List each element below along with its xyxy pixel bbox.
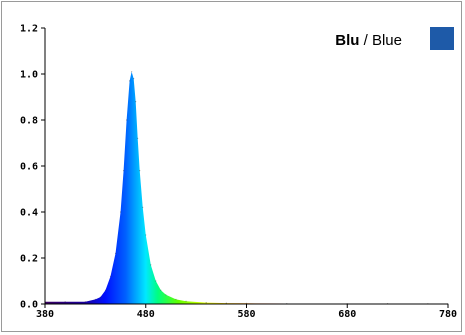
- data-point: [122, 170, 125, 172]
- data-point: [137, 137, 139, 139]
- data-point: [64, 301, 66, 303]
- y-tick-label: 1.0: [20, 70, 38, 81]
- y-tick-label: 0.8: [20, 116, 38, 127]
- x-tick-label: 580: [237, 309, 255, 320]
- legend: Blu / Blue: [335, 27, 454, 50]
- data-point: [155, 280, 157, 282]
- series-area: [45, 71, 448, 304]
- data-point: [133, 78, 135, 80]
- legend-swatch: [430, 27, 454, 50]
- data-point: [119, 211, 122, 213]
- data-point: [175, 298, 177, 300]
- data-point: [129, 80, 131, 82]
- x-tick-label: 480: [137, 309, 155, 320]
- x-tick-label: 680: [338, 309, 356, 320]
- data-point: [126, 119, 128, 121]
- y-tick-label: 0.4: [20, 208, 38, 219]
- data-point: [142, 206, 144, 208]
- x-tick-label: 780: [439, 309, 457, 320]
- data-point: [205, 302, 207, 304]
- data-point: [131, 71, 133, 73]
- data-point: [135, 101, 137, 103]
- y-tick-label: 0.0: [20, 300, 38, 311]
- data-point: [145, 234, 147, 236]
- data-point: [109, 275, 112, 277]
- data-point: [94, 298, 96, 300]
- data-point: [150, 264, 152, 266]
- legend-label-bold: Blu: [335, 32, 359, 49]
- legend-label-text: Blue: [372, 32, 402, 49]
- chart-frame: 0.0 0.2 0.4 0.6 0.8 1.0 1.2 380 480 580 680 780 Bl…: [1, 1, 462, 332]
- y-tick-label: 0.2: [20, 254, 38, 265]
- legend-label: Blu / Blue: [335, 32, 402, 49]
- y-tick-label: 0.6: [20, 162, 38, 173]
- data-point: [225, 302, 227, 304]
- data-point: [114, 252, 117, 254]
- x-tick-label: 380: [36, 309, 54, 320]
- y-tick-label: 1.2: [20, 24, 38, 35]
- data-point: [139, 170, 141, 172]
- data-point: [84, 301, 86, 303]
- data-point: [160, 289, 162, 291]
- data-point: [104, 289, 107, 291]
- data-point: [99, 296, 102, 298]
- data-point: [185, 300, 187, 302]
- data-point: [165, 294, 167, 296]
- legend-label-separator: /: [359, 32, 372, 49]
- spectrum-chart: 0.0 0.2 0.4 0.6 0.8 1.0 1.2 380 480 580 680 780 Bl…: [20, 24, 457, 321]
